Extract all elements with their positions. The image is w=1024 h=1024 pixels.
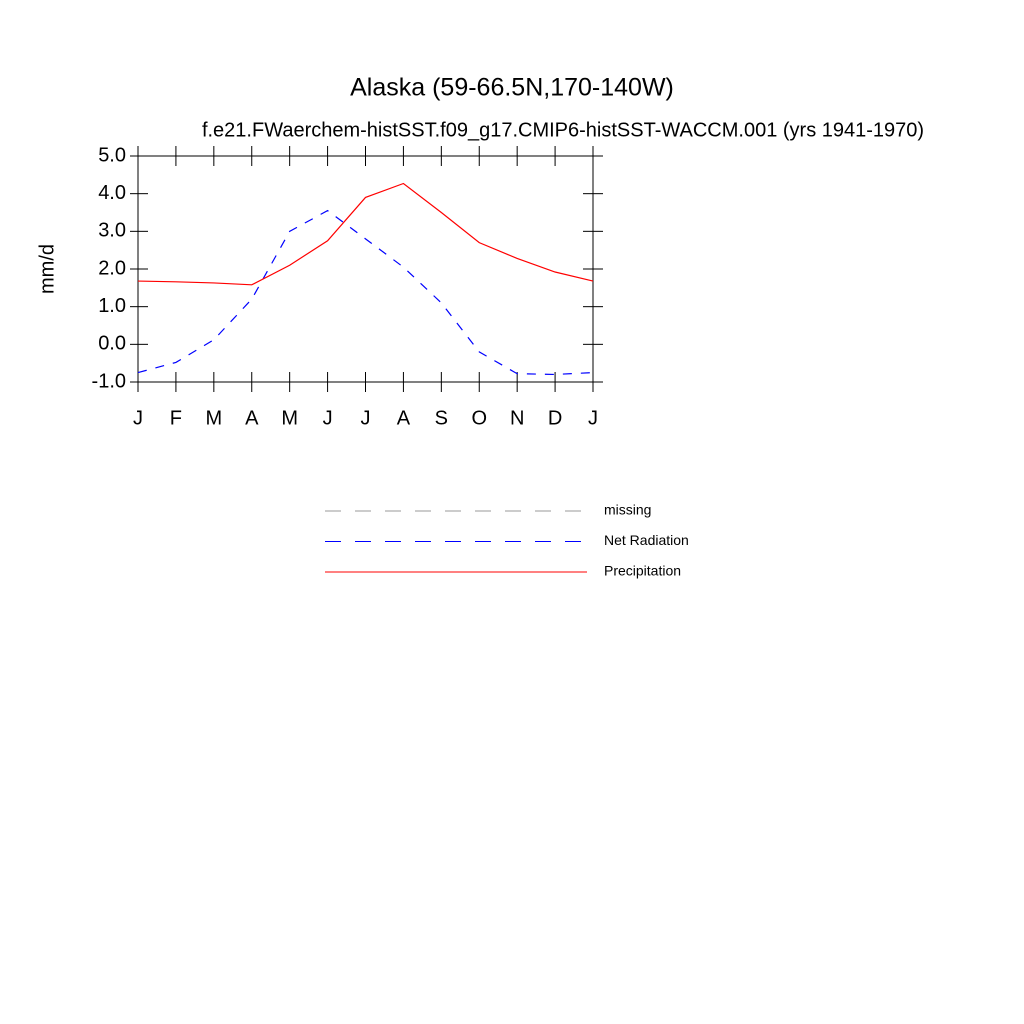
x-tick-label: J [133, 407, 143, 429]
x-tick-label: J [361, 407, 371, 429]
series-line [137, 182, 594, 286]
y-tick-label: 5.0 [98, 144, 126, 166]
x-tick-label: J [588, 407, 598, 429]
y-tick-label: 1.0 [98, 295, 126, 317]
x-tick-label: J [323, 407, 333, 429]
x-tick-label: M [281, 407, 298, 429]
y-axis-label: mm/d [36, 244, 58, 294]
x-tick-label: D [548, 407, 562, 429]
y-tick-label: 2.0 [98, 257, 126, 279]
x-tick-label: M [205, 407, 222, 429]
x-tick-label: N [510, 407, 524, 429]
y-tick-label: 0.0 [98, 333, 126, 355]
legend-label: Net Radiation [604, 532, 689, 548]
chart-title: Alaska (59-66.5N,170-140W) [350, 74, 674, 102]
x-tick-label: A [397, 407, 411, 429]
legend-label: missing [604, 502, 651, 518]
x-tick-label: O [471, 407, 487, 429]
y-tick-label: 3.0 [98, 220, 126, 242]
x-tick-label: F [170, 407, 182, 429]
legend-label: Precipitation [604, 563, 681, 579]
x-tick-label: A [245, 407, 259, 429]
plot-frame [137, 155, 594, 383]
x-tick-label: S [435, 407, 448, 429]
y-tick-label: -1.0 [92, 370, 126, 392]
chart-subtitle: f.e21.FWaerchem-histSST.f09_g17.CMIP6-hi… [202, 119, 924, 141]
y-tick-label: 4.0 [98, 182, 126, 204]
series-line [137, 209, 594, 376]
